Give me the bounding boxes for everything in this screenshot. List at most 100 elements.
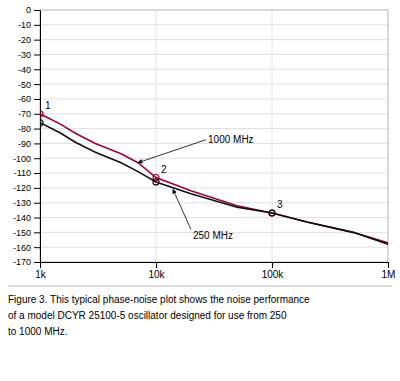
callout-arrow bbox=[173, 189, 191, 229]
y-tick-label: -100 bbox=[13, 154, 31, 164]
y-tick-mark bbox=[34, 232, 40, 233]
y-tick-mark bbox=[34, 99, 40, 100]
y-tick-label: -60 bbox=[18, 94, 31, 104]
grid-line-y bbox=[40, 217, 388, 218]
grid-line-y bbox=[40, 128, 388, 129]
grid-line-y bbox=[40, 39, 388, 40]
x-tick-label: 10k bbox=[148, 269, 165, 280]
y-tick-mark bbox=[34, 129, 40, 130]
y-tick-label: -80 bbox=[18, 124, 31, 134]
y-tick-label: -30 bbox=[18, 50, 31, 60]
grid-line-x bbox=[156, 10, 157, 262]
annotations: 1231000 MHz250 MHz bbox=[45, 100, 283, 242]
y-tick: -100 bbox=[13, 154, 40, 164]
y-tick-label: -120 bbox=[13, 183, 31, 193]
y-tick: -120 bbox=[13, 183, 40, 193]
caption-line: to 1000 MHz. bbox=[8, 326, 67, 337]
grid-line-y bbox=[40, 24, 388, 25]
series-line bbox=[40, 114, 388, 243]
y-tick-mark bbox=[34, 218, 40, 219]
y-tick-label: -40 bbox=[18, 65, 31, 75]
grid-line-x bbox=[272, 10, 273, 262]
plot-area bbox=[40, 111, 388, 244]
y-tick-mark bbox=[34, 143, 40, 144]
point-label: 1 bbox=[45, 100, 51, 111]
y-tick: -80 bbox=[18, 124, 40, 134]
key-point bbox=[153, 179, 159, 185]
y-tick-mark bbox=[34, 69, 40, 70]
y-tick: -10 bbox=[18, 20, 40, 30]
y-tick: -40 bbox=[18, 65, 40, 75]
key-point bbox=[40, 120, 43, 126]
y-tick-mark bbox=[34, 158, 40, 159]
y-tick-label: -140 bbox=[13, 213, 31, 223]
y-tick-label: -20 bbox=[18, 35, 31, 45]
x-tick: 10k bbox=[148, 262, 165, 280]
y-tick: 0 bbox=[26, 5, 40, 15]
caption-line: Figure 3. This typical phase-noise plot … bbox=[8, 294, 310, 305]
divider bbox=[8, 286, 392, 287]
grid-line-y bbox=[40, 202, 388, 203]
x-tick-mark bbox=[388, 262, 389, 268]
y-tick-label: -170 bbox=[13, 257, 31, 267]
point-label: 3 bbox=[277, 199, 283, 210]
y-tick: -160 bbox=[13, 243, 40, 253]
grid-line-y bbox=[40, 113, 388, 114]
y-tick-mark bbox=[34, 10, 40, 11]
grid-line-y bbox=[40, 247, 388, 248]
x-tick: 1M bbox=[382, 262, 396, 280]
point-label: 2 bbox=[161, 164, 167, 175]
grid-line-y bbox=[40, 173, 388, 174]
y-tick-label: -90 bbox=[18, 139, 31, 149]
y-tick-mark bbox=[34, 84, 40, 85]
y-tick-mark bbox=[34, 203, 40, 204]
x-tick-mark bbox=[272, 262, 273, 268]
grid-line-y bbox=[40, 54, 388, 55]
caption: Figure 3. This typical phase-noise plot … bbox=[8, 294, 310, 337]
y-tick: -90 bbox=[18, 139, 40, 149]
y-tick: -60 bbox=[18, 94, 40, 104]
y-tick-mark bbox=[34, 173, 40, 174]
x-axis-line bbox=[41, 263, 389, 269]
x-tick: 1k bbox=[35, 262, 47, 280]
grid-line-y bbox=[40, 98, 388, 99]
y-tick: -170 bbox=[13, 257, 40, 267]
y-tick: -140 bbox=[13, 213, 40, 223]
y-tick-mark bbox=[34, 25, 40, 26]
plot-frame bbox=[40, 10, 388, 262]
y-axis-line bbox=[34, 11, 41, 263]
callout-arrow bbox=[138, 140, 206, 163]
x-axis: 1k 10k 100k 1M bbox=[35, 262, 395, 280]
grid-line-y bbox=[40, 158, 388, 159]
y-tick-mark bbox=[34, 262, 40, 263]
x-tick-mark bbox=[156, 262, 157, 268]
x-tick-label: 100k bbox=[262, 269, 285, 280]
y-tick-label: -160 bbox=[13, 243, 31, 253]
series-line bbox=[40, 123, 388, 245]
y-tick: -50 bbox=[18, 79, 40, 89]
grid-line-y bbox=[40, 187, 388, 188]
grid-line-y bbox=[40, 84, 388, 85]
y-tick: -30 bbox=[18, 50, 40, 60]
y-tick: -130 bbox=[13, 198, 40, 208]
key-point bbox=[269, 210, 275, 216]
y-tick-mark bbox=[34, 54, 40, 55]
y-tick-label: -50 bbox=[18, 79, 31, 89]
y-tick-label: -10 bbox=[18, 20, 31, 30]
key-point bbox=[40, 111, 43, 117]
y-tick-label: -70 bbox=[18, 109, 31, 119]
y-tick-mark bbox=[34, 188, 40, 189]
y-tick: -150 bbox=[13, 228, 40, 238]
y-tick-label: -110 bbox=[14, 168, 31, 178]
x-tick: 100k bbox=[262, 262, 285, 280]
grid-line-y bbox=[40, 69, 388, 70]
y-tick-mark bbox=[34, 114, 40, 115]
y-tick-label: -130 bbox=[13, 198, 31, 208]
y-tick-label: -150 bbox=[13, 228, 31, 238]
x-tick-label: 1k bbox=[35, 269, 47, 280]
y-tick-label: 0 bbox=[26, 5, 31, 15]
x-tick-label: 1M bbox=[382, 269, 396, 280]
y-tick-mark bbox=[34, 247, 40, 248]
caption-line: of a model DCYR 25100-5 oscillator desig… bbox=[8, 310, 287, 321]
grid bbox=[40, 10, 388, 262]
